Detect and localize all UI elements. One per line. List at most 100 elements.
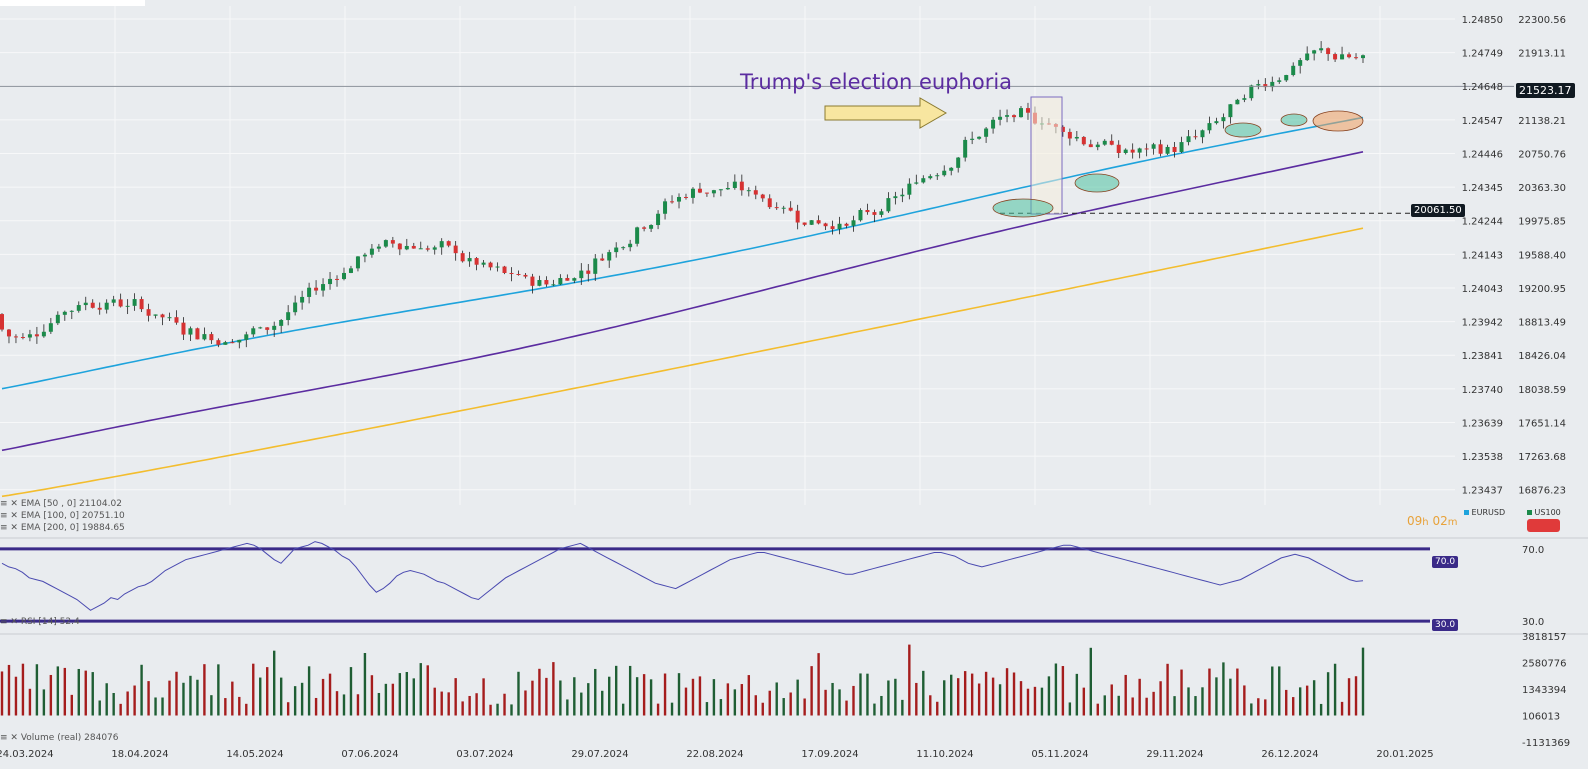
candle-up	[432, 247, 437, 250]
symbol-legend-eurusd[interactable]: EURUSD	[1464, 508, 1505, 517]
volume-bar	[1096, 703, 1099, 716]
candle-up	[949, 167, 954, 171]
legend-control-icon[interactable]: ≡ ✕	[0, 733, 18, 743]
candle-down	[516, 274, 521, 276]
right-axis-tick-label: 20750.76	[1518, 149, 1566, 160]
volume-bar	[468, 695, 471, 716]
candle-up	[690, 188, 695, 198]
volume-bar	[991, 677, 995, 716]
candle-down	[823, 223, 828, 227]
volume-bar	[761, 702, 764, 716]
volume-bar	[663, 673, 667, 716]
candle-up	[984, 128, 989, 137]
volume-bar	[1061, 666, 1065, 716]
volume-bar	[1131, 697, 1134, 716]
candle-down	[544, 280, 549, 285]
countdown-minutes: 02	[1432, 514, 1448, 528]
candle-up	[481, 262, 486, 265]
volume-bar	[1068, 702, 1072, 716]
left-axis-tick-label: 1.24850	[1462, 15, 1503, 26]
volume-bar	[1264, 699, 1267, 716]
candle-up	[579, 270, 584, 279]
volume-bar	[321, 678, 325, 716]
candle-down	[788, 207, 793, 211]
legend-control-icon[interactable]: ≡ ✕	[0, 499, 18, 509]
volume-bar	[1173, 696, 1176, 716]
right-axis-tick-label: 22300.56	[1518, 15, 1566, 26]
candle-up	[1186, 136, 1191, 143]
candle-down	[160, 314, 165, 318]
volume-bar	[580, 692, 583, 716]
volume-bar	[1040, 687, 1044, 716]
candle-down	[174, 317, 179, 323]
volume-bar	[740, 684, 744, 716]
candle-down	[230, 342, 235, 344]
volume-bar	[1340, 701, 1344, 716]
volume-bar	[691, 678, 695, 716]
volume-bar	[307, 666, 311, 716]
rsi-params: [14]	[38, 617, 57, 627]
candle-up	[1214, 121, 1219, 124]
symbol-legend-us100[interactable]: US100	[1527, 508, 1561, 532]
candle-up	[649, 225, 654, 229]
candle-up	[635, 227, 640, 244]
candle-up	[48, 323, 53, 332]
legend-control-icon[interactable]: ≡ ✕	[0, 617, 18, 627]
volume-bar	[461, 701, 464, 716]
volume-bar	[614, 665, 618, 716]
candle-up	[1256, 84, 1261, 86]
candle-up	[607, 252, 612, 261]
candle-up	[418, 248, 423, 250]
volume-bar	[1117, 695, 1120, 716]
volume-bar	[545, 677, 548, 716]
candle-up	[153, 314, 158, 316]
candle-up	[293, 302, 298, 313]
volume-bar	[342, 694, 346, 716]
candle-down	[13, 336, 18, 338]
volume-panel: 3818157 2580776 1343394 106013 -1131369	[0, 632, 1588, 749]
volume-bar	[1257, 698, 1260, 716]
candle-down	[1130, 149, 1135, 153]
volume-bar	[1089, 647, 1092, 716]
candle-up	[1019, 108, 1024, 118]
candle-up	[725, 187, 730, 190]
right-axis-tick-label: 19588.40	[1518, 250, 1566, 261]
volume-bar	[621, 703, 625, 716]
volume-bar	[70, 694, 73, 716]
volume-bar	[929, 695, 932, 716]
ema-line	[1, 227, 1364, 498]
candle-up	[921, 178, 926, 183]
candle-down	[530, 276, 535, 286]
candle-up	[1298, 60, 1303, 66]
candle-up	[1305, 53, 1310, 61]
volume-bar	[259, 677, 262, 716]
legend-control-icon[interactable]: ≡ ✕	[0, 523, 18, 533]
x-axis-date-label: 18.04.2024	[111, 749, 168, 760]
ema-value: 19884.65	[81, 523, 125, 533]
candle-down	[488, 262, 493, 268]
candle-down	[1172, 146, 1177, 153]
volume-mode: (real)	[57, 733, 82, 743]
candle-down	[97, 307, 102, 310]
volume-bar	[140, 664, 143, 716]
candle-up	[551, 284, 556, 286]
candle-up	[237, 339, 242, 343]
x-axis-date-label: 20.01.2025	[1376, 749, 1433, 760]
volume-bar	[168, 680, 171, 716]
candle-down	[446, 241, 451, 246]
candle-up	[1123, 149, 1128, 154]
us100-color-swatch[interactable]	[1527, 519, 1560, 532]
volume-bar	[998, 684, 1002, 716]
candle-down	[474, 258, 479, 265]
candle-down	[90, 302, 95, 308]
volume-bar	[189, 675, 192, 716]
candle-down	[425, 248, 430, 250]
volume-bar	[1033, 686, 1037, 716]
legend-control-icon[interactable]: ≡ ✕	[0, 511, 18, 521]
top-left-tab[interactable]	[0, 0, 145, 6]
candle-down	[1088, 144, 1093, 148]
volume-bar	[950, 674, 953, 716]
right-axis-tick-label: 18038.59	[1518, 385, 1566, 396]
candle-down	[146, 309, 151, 316]
